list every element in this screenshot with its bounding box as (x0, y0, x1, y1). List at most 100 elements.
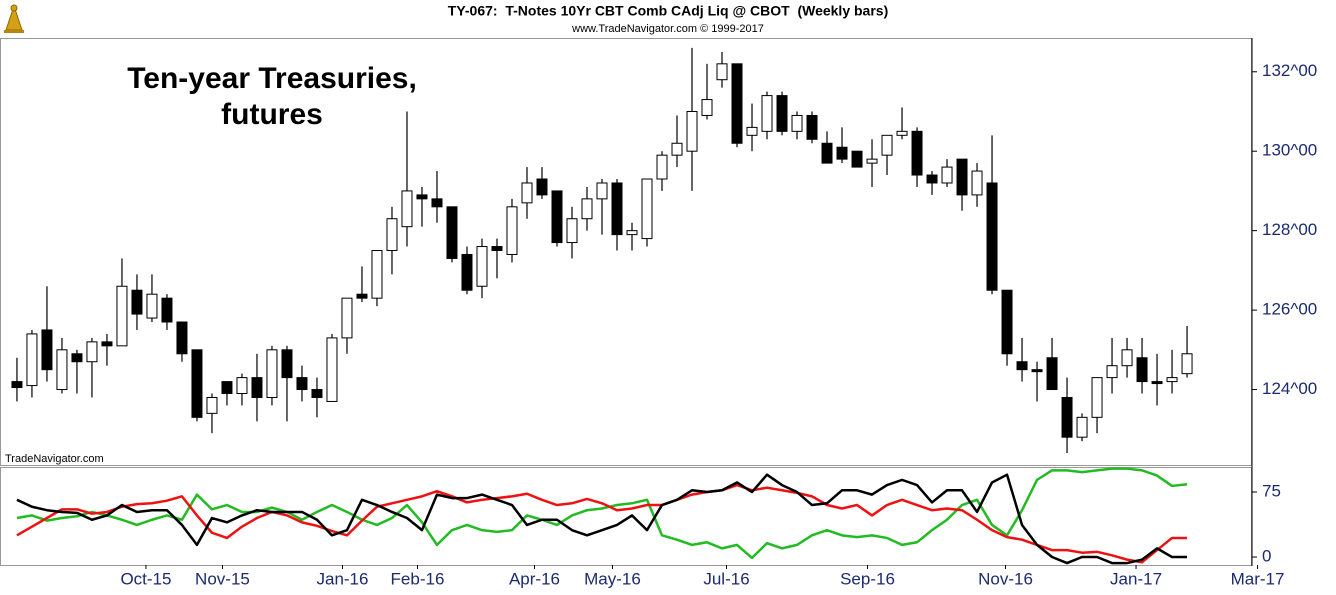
candle-body (1016, 361, 1028, 371)
candle-body (1136, 357, 1148, 383)
candle-body (116, 285, 128, 347)
candle-body (161, 297, 173, 323)
x-tick-label: Mar-17 (1231, 569, 1285, 588)
x-tick-label: May-16 (584, 569, 641, 588)
x-tick-label: Jan-17 (1110, 569, 1162, 588)
candle-body (251, 377, 263, 398)
candle-body (926, 174, 938, 184)
candle-body (191, 349, 203, 418)
candle-body (341, 297, 353, 339)
candle-body (416, 194, 428, 200)
candle-body (716, 63, 728, 81)
chart-subtitle: www.TradeNavigator.com © 1999-2017 (571, 23, 764, 35)
candle-body (971, 170, 983, 196)
x-tick-label: Jan-16 (316, 569, 368, 588)
candle-body (746, 126, 758, 136)
candle-body (1121, 349, 1133, 367)
x-tick-label: Apr-16 (509, 569, 560, 588)
candle-body (791, 114, 803, 132)
source-label: TradeNavigator.com (5, 453, 104, 465)
candle-body (1151, 381, 1163, 385)
candle-body (521, 182, 533, 204)
candle-body (86, 341, 98, 363)
candle-body (296, 377, 308, 391)
candle-body (776, 95, 788, 132)
candle-body (551, 190, 563, 244)
candle-body (11, 381, 23, 389)
candle-body (641, 178, 653, 240)
x-tick-label: Nov-16 (978, 569, 1033, 588)
candle-body (491, 246, 503, 252)
candle-body (686, 110, 698, 152)
candle-body (1166, 377, 1178, 383)
candle-body (371, 250, 383, 299)
x-tick-label: Sep-16 (840, 569, 895, 588)
y-tick-label: 75 (1262, 481, 1281, 500)
candle-body (131, 289, 143, 315)
candle-body (761, 95, 773, 132)
chart-title: TY-067: T-Notes 10Yr CBT Comb CAdj Liq @… (448, 3, 888, 19)
candle-body (881, 134, 893, 156)
indicator-line (16, 467, 1188, 560)
indicator-line (16, 483, 1188, 564)
candle-body (176, 321, 188, 355)
candle-body (476, 246, 488, 287)
candle-body (1031, 369, 1043, 373)
candle-body (266, 349, 278, 398)
y-tick-label: 124^00 (1262, 379, 1317, 398)
x-tick-label: Jul-16 (703, 569, 749, 588)
y-tick-label: 128^00 (1262, 220, 1317, 239)
candle-body (536, 178, 548, 196)
candle-body (26, 333, 38, 387)
annotation: futures (221, 98, 323, 131)
candle-body (206, 396, 218, 414)
x-tick-label: Feb-16 (391, 569, 445, 588)
candle-body (221, 381, 233, 395)
candle-body (236, 377, 248, 395)
candle-body (311, 389, 323, 398)
candle-body (1061, 396, 1073, 438)
candle-body (1076, 416, 1088, 438)
candle-body (701, 99, 713, 116)
candle-body (461, 253, 473, 291)
candle-body (401, 190, 413, 228)
candle-body (581, 198, 593, 220)
candle-body (56, 349, 68, 391)
candle-body (506, 206, 518, 255)
candle-body (566, 218, 578, 244)
candle-body (1106, 365, 1118, 379)
candle-body (851, 150, 863, 168)
candle-body (1046, 357, 1058, 391)
candle-body (356, 293, 368, 299)
candle-body (956, 158, 968, 196)
y-tick-label: 0 (1262, 547, 1271, 566)
candle-body (941, 166, 953, 184)
candle-body (806, 114, 818, 140)
candle-body (731, 63, 743, 144)
candle-body (611, 182, 623, 236)
candle-body (386, 218, 398, 252)
candle-body (41, 329, 53, 371)
candle-body (101, 341, 113, 347)
y-tick-label: 132^00 (1262, 61, 1317, 80)
candle-body (656, 154, 668, 180)
annotation: Ten-year Treasuries, (127, 62, 417, 95)
y-tick-label: 126^00 (1262, 300, 1317, 319)
candle-body (326, 337, 338, 402)
candle-body (281, 349, 293, 379)
x-tick-label: Nov-15 (195, 569, 250, 588)
candle-body (596, 182, 608, 200)
candle-body (896, 130, 908, 136)
candle-body (146, 293, 158, 319)
candle-body (836, 146, 848, 160)
logo (4, 4, 24, 33)
candle-body (446, 206, 458, 259)
candle-body (626, 230, 638, 236)
candle-body (911, 130, 923, 176)
candle-body (671, 142, 683, 156)
y-tick-label: 130^00 (1262, 141, 1317, 160)
x-tick-label: Oct-15 (120, 569, 171, 588)
